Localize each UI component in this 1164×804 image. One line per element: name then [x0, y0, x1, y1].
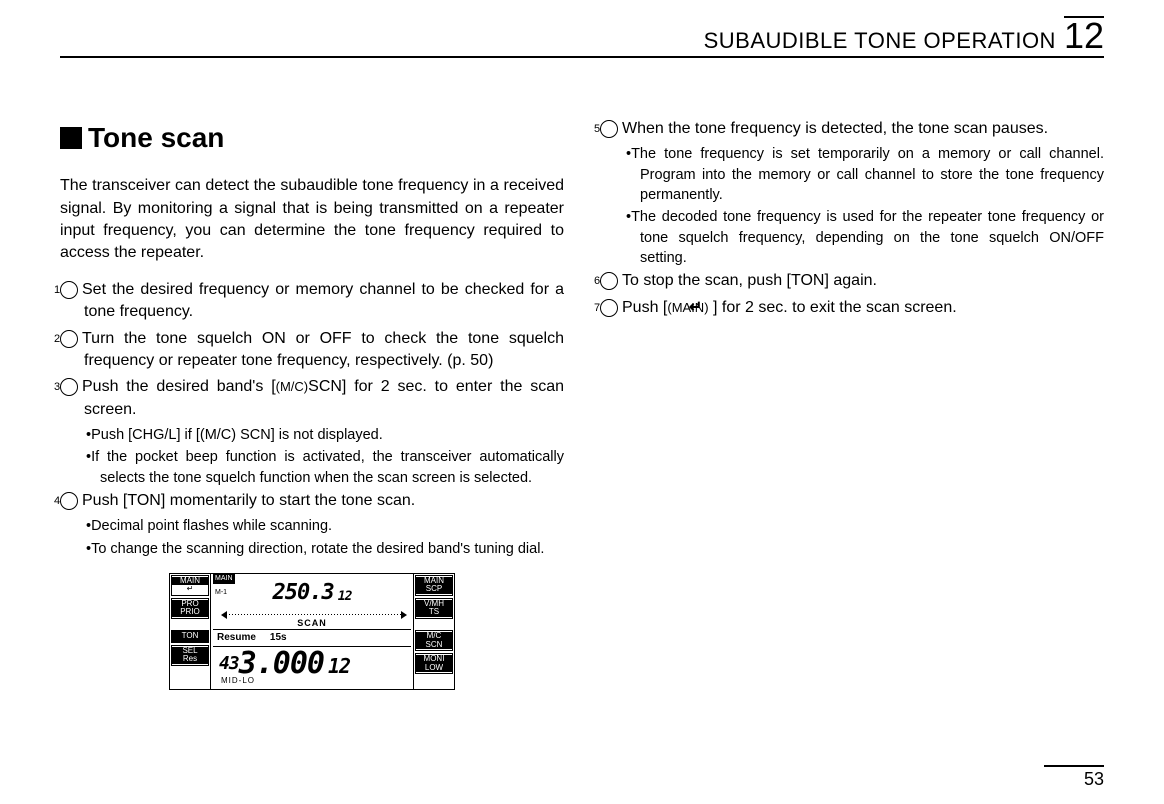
step-4-sub-2: •To change the scanning direction, rotat…: [60, 539, 564, 559]
step-3-marker-icon: 3: [60, 378, 78, 396]
page-number-rule: [1044, 765, 1104, 767]
left-btn-main: MAIN ↵: [171, 575, 209, 596]
step-3-small: (M/C): [276, 379, 309, 394]
step-1: 1Set the desired frequency or memory cha…: [60, 279, 564, 324]
step-4-sub-2-text: To change the scanning direction, rotate…: [91, 541, 544, 557]
left-btn-ton-label: TON: [172, 632, 208, 640]
lcd-scan-gauge: [223, 611, 405, 619]
left-btn-pro: PRO PRIO: [171, 598, 209, 619]
arrow-left-icon: [221, 611, 227, 619]
step-7-marker-icon: 7: [600, 299, 618, 317]
left-btn-res: SEL Res: [171, 645, 209, 666]
step-6: 6To stop the scan, push [TON] again.: [600, 270, 1104, 292]
right-btn-ts-bot: TS: [416, 608, 452, 616]
step-5-marker-icon: 5: [600, 120, 618, 138]
step-5: 5When the tone frequency is detected, th…: [600, 118, 1104, 140]
step-2-marker-icon: 2: [60, 330, 78, 348]
left-btn-res-bot: Res: [172, 655, 208, 663]
left-btn-pro-bot: PRIO: [172, 608, 208, 616]
step-6-marker-icon: 6: [600, 272, 618, 290]
step-3-sub-1: •Push [CHG/L] if [(M/C) SCN] is not disp…: [60, 425, 564, 445]
step-3-sub-2-text: If the pocket beep function is activated…: [91, 449, 564, 485]
lcd-freq-small-value: 250.3: [273, 580, 334, 605]
page-number: 53: [1044, 769, 1104, 790]
lcd-band-indicator: M-1: [215, 588, 227, 598]
arrow-right-icon: [401, 611, 407, 619]
lcd-resume-label: Resume: [217, 631, 256, 645]
left-btn-ton: TON: [171, 630, 209, 642]
step-1-marker-icon: 1: [60, 281, 78, 299]
step-4-text: Push [TON] momentarily to start the tone…: [82, 492, 415, 509]
intro-paragraph: The transceiver can detect the subaudibl…: [60, 175, 564, 265]
lcd-bottom-panel: Resume 15s 433.00012 MID-LO: [210, 629, 414, 688]
step-4-sub-1-text: Decimal point flashes while scanning.: [91, 518, 332, 534]
step-2-text: Turn the tone squelch ON or OFF to check…: [82, 330, 564, 369]
right-btn-low: MONI LOW: [415, 653, 453, 674]
lcd-resume-row: Resume 15s: [213, 629, 411, 647]
chapter-number: 12: [1064, 16, 1104, 54]
step-3-sub-1-text: Push [CHG/L] if [(M/C) SCN] is not displ…: [91, 427, 383, 443]
step-3-sub-2: •If the pocket beep function is activate…: [60, 447, 564, 488]
lcd-main-tag: MAIN: [213, 574, 235, 584]
step-3-pre: Push the desired band's [: [82, 378, 276, 395]
step-1-text: Set the desired frequency or memory chan…: [82, 281, 564, 320]
lcd-freq-large-chan: 12: [328, 654, 350, 678]
header-rule: [60, 56, 1104, 58]
step-7: 7Push [(MAIN) ↵] for 2 sec. to exit the …: [600, 297, 1104, 319]
step-4-sub-1: •Decimal point flashes while scanning.: [60, 516, 564, 536]
lcd-freq-small: 250.3 12: [213, 578, 411, 609]
lcd-top-panel: MAIN M-1 250.312 SCAN: [210, 574, 414, 629]
lcd-resume-value: 15s: [270, 631, 287, 645]
right-btn-scn-bot: SCN: [416, 641, 452, 649]
step-6-text: To stop the scan, push [TON] again.: [622, 272, 877, 289]
step-7-small: (MAIN): [667, 300, 708, 315]
header-title: SUBAUDIBLE TONE OPERATION: [704, 28, 1056, 54]
step-3: 3Push the desired band's [(M/C)SCN] for …: [60, 376, 564, 421]
step-2: 2Turn the tone squelch ON or OFF to chec…: [60, 328, 564, 373]
lcd-freq-small-chan: 12: [338, 589, 352, 604]
step-5-sub-2: •The decoded tone frequency is used for …: [600, 207, 1104, 268]
step-5-text: When the tone frequency is detected, the…: [622, 120, 1048, 137]
right-btn-low-bot: LOW: [416, 664, 452, 672]
section-title: Tone scan: [60, 118, 564, 157]
right-btn-ts: V/MH TS: [415, 598, 453, 619]
section-bullet-icon: [60, 127, 82, 149]
right-btn-scp: MAIN SCP: [415, 575, 453, 596]
step-5-sub-1: •The tone frequency is set temporarily o…: [600, 144, 1104, 205]
step-4-marker-icon: 4: [60, 492, 78, 510]
step-5-sub-1-text: The tone frequency is set temporarily on…: [631, 146, 1104, 203]
section-title-text: Tone scan: [88, 122, 224, 153]
step-7-pre: Push [: [622, 299, 667, 316]
left-btn-main-bot: ↵: [172, 585, 208, 593]
step-5-sub-2-text: The decoded tone frequency is used for t…: [631, 209, 1104, 266]
step-7-post: ] for 2 sec. to exit the scan screen.: [713, 299, 957, 316]
lcd-illustration: MAIN ↵ PRO PRIO MAIN M-1 250.3 12: [169, 573, 455, 690]
right-btn-scn: M/C SCN: [415, 630, 453, 651]
lcd-freq-large-lead: 43: [219, 653, 239, 674]
right-btn-scp-bot: SCP: [416, 585, 452, 593]
step-4: 4Push [TON] momentarily to start the ton…: [60, 490, 564, 512]
page-number-block: 53: [1044, 765, 1104, 790]
